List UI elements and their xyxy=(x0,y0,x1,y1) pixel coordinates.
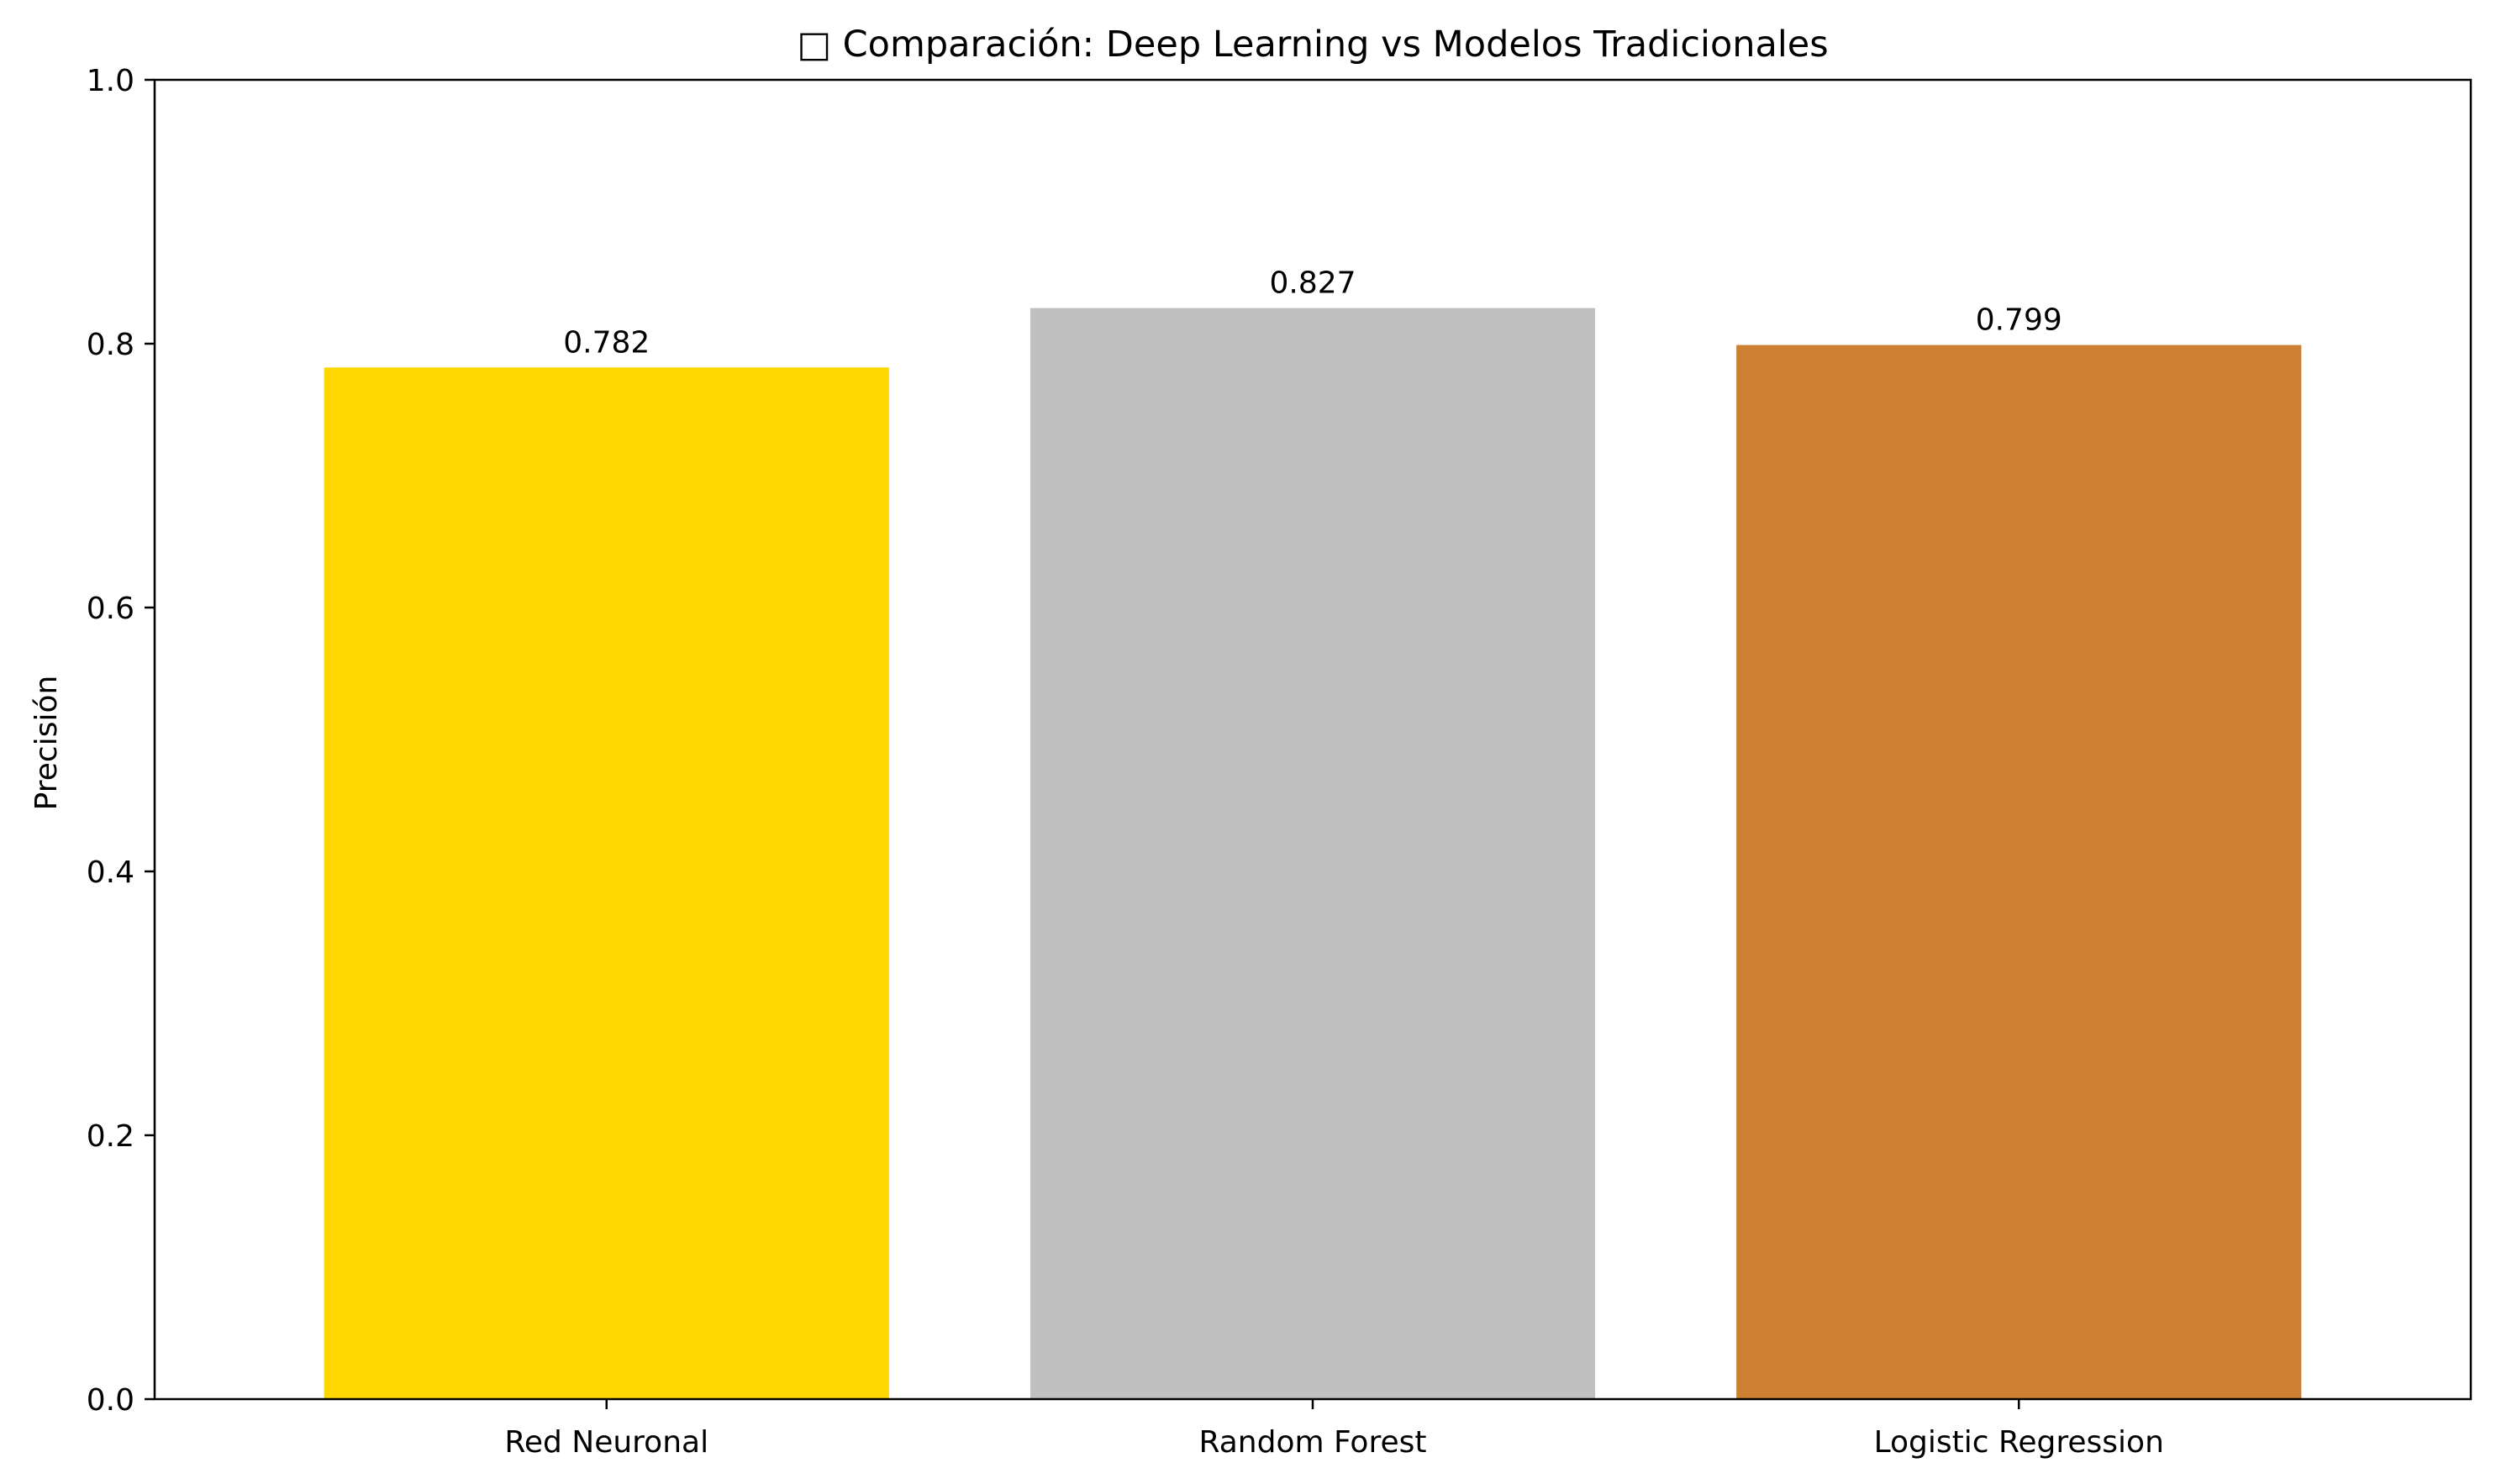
bar-red-neuronal xyxy=(324,367,889,1399)
y-axis-title: Precisión xyxy=(29,676,64,811)
y-axis: 0.0 0.2 0.4 0.6 0.8 1.0 xyxy=(87,64,155,1418)
bar-logistic-regression xyxy=(1736,345,2302,1399)
bar-random-forest xyxy=(1029,308,1596,1399)
x-axis: Red Neuronal Random Forest Logistic Regres… xyxy=(504,1399,2164,1460)
y-tick-label: 0.8 xyxy=(87,328,134,362)
plot-frame xyxy=(153,78,2472,1401)
x-tick-label: Logistic Regression xyxy=(1874,1425,2164,1460)
y-tick-label: 0.4 xyxy=(87,855,134,890)
bar-value-label: 0.782 xyxy=(563,325,650,360)
bar-value-label: 0.799 xyxy=(1976,303,2062,338)
y-tick-label: 1.0 xyxy=(87,64,134,98)
bars-group xyxy=(324,308,2302,1399)
x-tick-label: Red Neuronal xyxy=(504,1425,708,1460)
y-tick-label: 0.0 xyxy=(87,1383,134,1418)
y-tick-label: 0.6 xyxy=(87,592,134,626)
bar-value-label: 0.827 xyxy=(1269,266,1356,301)
bar-value-labels: 0.782 0.827 0.799 xyxy=(563,266,2062,360)
chart-title: □ Comparación: Deep Learning vs Modelos … xyxy=(797,24,1828,66)
x-tick-label: Random Forest xyxy=(1199,1425,1427,1460)
y-tick-label: 0.2 xyxy=(87,1119,134,1154)
